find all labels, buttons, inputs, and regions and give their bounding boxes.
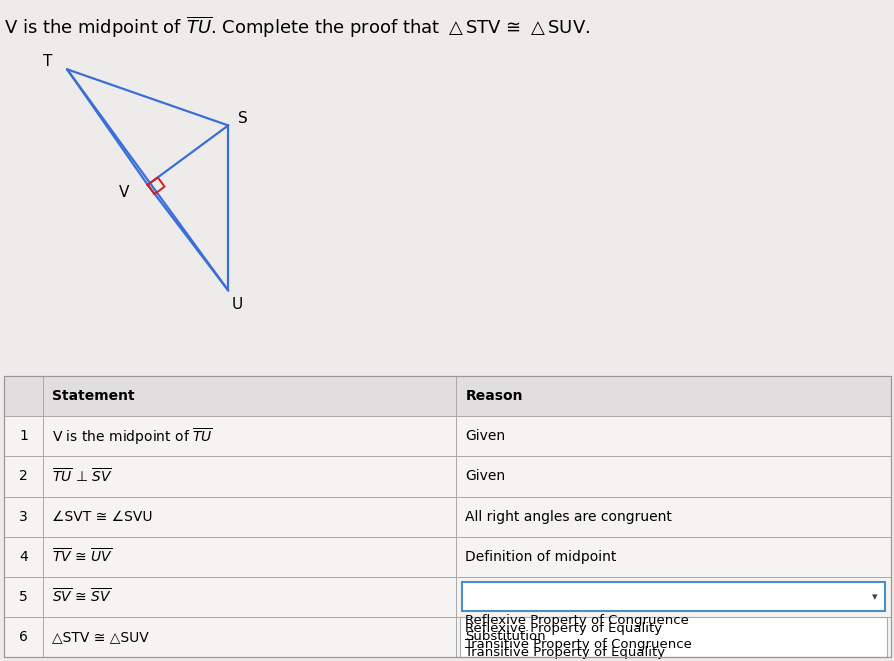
Text: S: S <box>238 111 247 126</box>
Text: △STV ≅ △SUV: △STV ≅ △SUV <box>52 630 148 644</box>
Bar <box>461 582 884 611</box>
Bar <box>43 376 456 416</box>
Text: ∠SVT ≅ ∠SVU: ∠SVT ≅ ∠SVU <box>52 510 152 524</box>
Text: 5: 5 <box>20 590 28 603</box>
Bar <box>43 416 456 457</box>
Text: U: U <box>232 297 242 313</box>
Text: $\overline{SV}$ ≅ $\overline{SV}$: $\overline{SV}$ ≅ $\overline{SV}$ <box>52 588 112 606</box>
Text: Statement: Statement <box>52 389 134 403</box>
Text: 2: 2 <box>20 469 28 483</box>
Text: Definition of midpoint: Definition of midpoint <box>465 550 616 564</box>
Text: 3: 3 <box>20 510 28 524</box>
Bar <box>4 496 43 537</box>
Bar <box>4 537 43 576</box>
Bar <box>456 537 890 576</box>
Bar <box>4 376 890 657</box>
Bar <box>456 496 890 537</box>
Text: V is the midpoint of $\overline{TU}$: V is the midpoint of $\overline{TU}$ <box>52 426 213 447</box>
Text: Given: Given <box>465 469 505 483</box>
Text: 4: 4 <box>20 550 28 564</box>
Text: All right angles are congruent: All right angles are congruent <box>465 510 671 524</box>
Bar <box>456 457 890 496</box>
Text: 1: 1 <box>20 430 28 444</box>
Text: Reflexive Property of Congruence: Reflexive Property of Congruence <box>465 614 688 627</box>
Text: Reason: Reason <box>465 389 522 403</box>
Bar <box>4 376 43 416</box>
Text: Transitive Property of Congruence: Transitive Property of Congruence <box>465 639 691 651</box>
Text: 6: 6 <box>20 630 28 644</box>
Text: Reflexive Property of Equality: Reflexive Property of Equality <box>465 622 662 635</box>
Text: Transitive Property of Equality: Transitive Property of Equality <box>465 646 665 659</box>
Text: T: T <box>43 54 52 69</box>
Bar <box>4 416 43 457</box>
Bar <box>43 617 456 657</box>
Bar <box>456 617 890 657</box>
Text: $\overline{TU}$ ⊥ $\overline{SV}$: $\overline{TU}$ ⊥ $\overline{SV}$ <box>52 467 113 486</box>
Bar <box>456 576 890 617</box>
Text: V: V <box>119 185 130 200</box>
Bar <box>456 376 890 416</box>
Text: V is the midpoint of $\overline{TU}$. Complete the proof that $\triangle$STV ≅ $: V is the midpoint of $\overline{TU}$. Co… <box>4 15 590 40</box>
Bar <box>43 496 456 537</box>
Text: $\overline{TV}$ ≅ $\overline{UV}$: $\overline{TV}$ ≅ $\overline{UV}$ <box>52 547 113 566</box>
Text: Substitution: Substitution <box>465 631 545 643</box>
Bar <box>460 617 886 657</box>
Bar <box>43 457 456 496</box>
Text: Given: Given <box>465 430 505 444</box>
Text: ▾: ▾ <box>871 592 876 602</box>
Bar <box>4 576 43 617</box>
Bar <box>43 576 456 617</box>
Bar <box>456 416 890 457</box>
Bar <box>43 537 456 576</box>
Bar <box>4 457 43 496</box>
Bar <box>4 617 43 657</box>
